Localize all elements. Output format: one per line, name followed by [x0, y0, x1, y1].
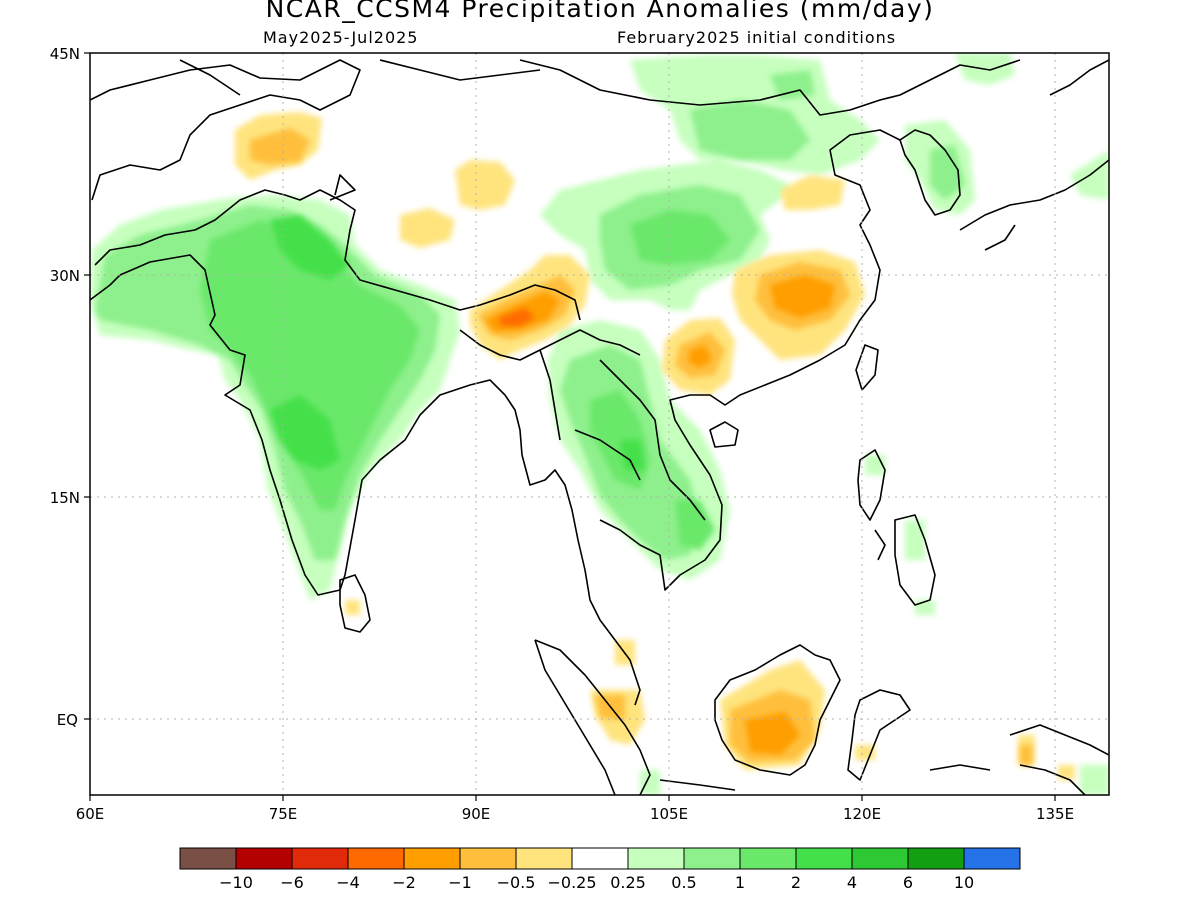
colorbar-swatch — [795, 847, 853, 870]
colorbar-label: −4 — [336, 873, 360, 892]
lon-label: 120E — [843, 805, 881, 823]
colorbar-swatch — [683, 847, 741, 870]
latitude-labels: 45N 30N 15N EQ — [50, 45, 80, 729]
colorbar-swatch — [459, 847, 517, 870]
forecast-period: May2025-Jul2025 — [263, 28, 419, 47]
anomaly-shading — [90, 53, 1109, 795]
colorbar-label: 6 — [903, 873, 913, 892]
lon-label: 75E — [269, 805, 298, 823]
graticule — [90, 53, 1109, 795]
colorbar-label: 1 — [735, 873, 745, 892]
colorbar-swatch — [403, 847, 461, 870]
colorbar-swatch — [179, 847, 237, 870]
colorbar-label: −0.5 — [497, 873, 536, 892]
lon-label: 60E — [76, 805, 105, 823]
lat-label: 30N — [50, 267, 80, 285]
longitude-labels: 60E 75E 90E 105E 120E 135E — [76, 805, 1074, 823]
colorbar-label: 0.5 — [671, 873, 696, 892]
colorbar-label: −0.25 — [547, 873, 596, 892]
map-frame — [89, 52, 1110, 796]
colorbar-swatch — [235, 847, 293, 870]
axis-ticks — [84, 52, 1056, 801]
colorbar-swatch — [627, 847, 685, 870]
lat-label: 45N — [50, 45, 80, 63]
colorbar-swatch — [907, 847, 965, 870]
colorbar-label: −2 — [392, 873, 416, 892]
lat-label: EQ — [57, 711, 78, 729]
colorbar-label: −6 — [280, 873, 304, 892]
colorbar-label: 2 — [791, 873, 801, 892]
colorbar: −10 −6 −4 −2 −1 −0.5 −0.25 0.25 0.5 1 2 4 6 10 — [179, 847, 1021, 892]
coastlines — [90, 59, 1109, 795]
colorbar-swatch — [515, 847, 573, 870]
lon-label: 90E — [462, 805, 491, 823]
initial-conditions: February2025 initial conditions — [617, 28, 897, 47]
lat-label: 15N — [50, 489, 80, 507]
colorbar-label: 10 — [954, 873, 974, 892]
colorbar-label: 4 — [847, 873, 857, 892]
colorbar-swatch — [739, 847, 797, 870]
colorbar-swatch — [347, 847, 405, 870]
colorbar-label: 0.25 — [610, 873, 646, 892]
colorbar-swatch — [291, 847, 349, 870]
colorbar-swatch — [851, 847, 909, 870]
colorbar-swatch — [963, 847, 1021, 870]
map-title: NCAR_CCSM4 Precipitation Anomalies (mm/d… — [265, 0, 935, 23]
colorbar-swatch — [571, 847, 629, 870]
colorbar-label: −1 — [448, 873, 472, 892]
colorbar-label: −10 — [219, 873, 253, 892]
lon-label: 135E — [1036, 805, 1074, 823]
lon-label: 105E — [650, 805, 688, 823]
